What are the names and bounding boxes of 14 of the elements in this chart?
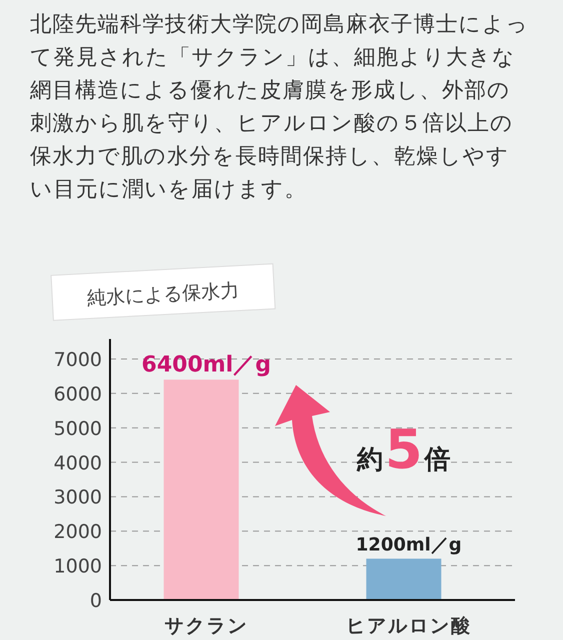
- chart-title: 純水による保水力: [86, 280, 240, 310]
- x-tick-label: ヒアルロン酸: [346, 615, 472, 637]
- y-tick-label: 5000: [54, 418, 102, 440]
- y-tick-label: 6000: [54, 383, 102, 406]
- y-tick-label: 7000: [54, 349, 102, 371]
- text: 北陸先端科学技術大学院の岡島麻衣子博士によって発見された「サクラン」は、細胞より大きな網目構造による優れた皮膚膜を形成し、外部の刺激から肌を守り、ヒアルロン酸の５倍以上の保水力で肌の水分を長時間保持し、乾燥しやすい目元に潤いを届けます。: [30, 11, 530, 204]
- x-tick-label: サクラン: [164, 615, 248, 637]
- y-tick-label: 3000: [54, 486, 102, 509]
- y-tick-label: 4000: [54, 452, 102, 474]
- data-label: 1200ml／g: [356, 534, 462, 556]
- y-tick-label: 1000: [54, 556, 102, 578]
- data-label: 6400ml／g: [142, 352, 271, 378]
- y-tick-label: 2000: [54, 521, 102, 544]
- y-tick-label: 0: [90, 590, 102, 612]
